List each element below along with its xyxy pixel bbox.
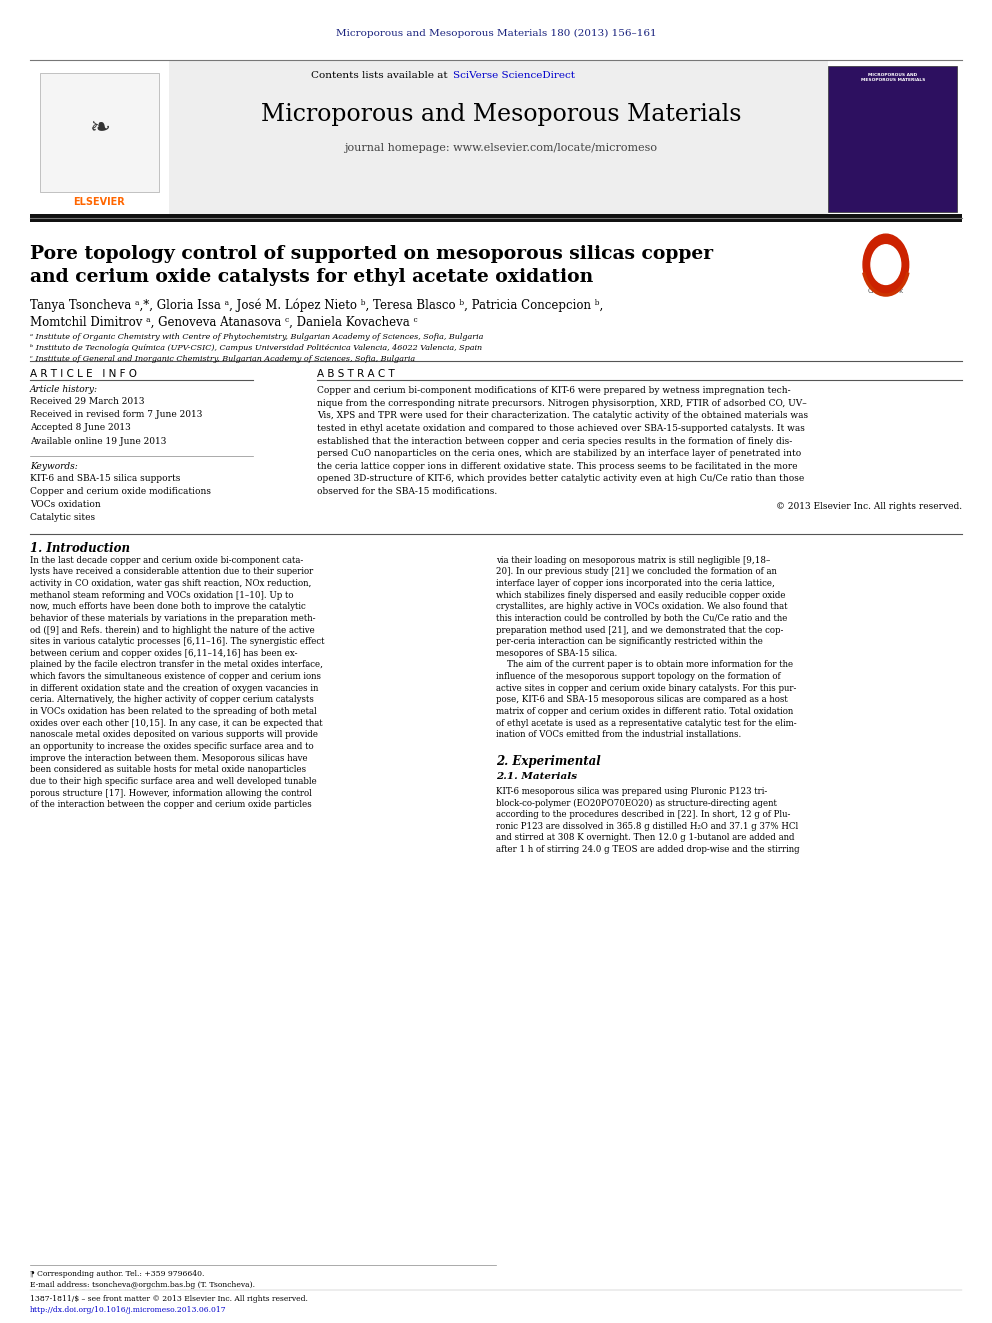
Text: ination of VOCs emitted from the industrial installations.: ination of VOCs emitted from the industr… xyxy=(496,730,741,740)
Text: ⁋ Corresponding author. Tel.: +359 9796640.: ⁋ Corresponding author. Tel.: +359 97966… xyxy=(30,1270,204,1278)
Text: KIT-6 mesoporous silica was prepared using Pluronic P123 tri-: KIT-6 mesoporous silica was prepared usi… xyxy=(496,787,767,796)
Text: sites in various catalytic processes [6,11–16]. The synergistic effect: sites in various catalytic processes [6,… xyxy=(30,638,324,646)
Text: ᵃ Institute of Organic Chemistry with Centre of Phytochemistry, Bulgarian Academ: ᵃ Institute of Organic Chemistry with Ce… xyxy=(30,333,483,341)
Text: methanol steam reforming and VOCs oxidation [1–10]. Up to: methanol steam reforming and VOCs oxidat… xyxy=(30,590,294,599)
Text: in VOCs oxidation has been related to the spreading of both metal: in VOCs oxidation has been related to th… xyxy=(30,706,316,716)
Text: persed CuO nanoparticles on the ceria ones, which are stabilized by an interface: persed CuO nanoparticles on the ceria on… xyxy=(317,448,802,458)
Text: an opportunity to increase the oxides specific surface area and to: an opportunity to increase the oxides sp… xyxy=(30,742,313,751)
Text: observed for the SBA-15 modifications.: observed for the SBA-15 modifications. xyxy=(317,487,498,496)
Text: opened 3D-structure of KIT-6, which provides better catalytic activity even at h: opened 3D-structure of KIT-6, which prov… xyxy=(317,474,805,483)
Text: Accepted 8 June 2013: Accepted 8 June 2013 xyxy=(30,423,131,433)
Text: influence of the mesoporous support topology on the formation of: influence of the mesoporous support topo… xyxy=(496,672,781,681)
Circle shape xyxy=(863,234,909,295)
Text: which favors the simultaneous existence of copper and cerium ions: which favors the simultaneous existence … xyxy=(30,672,320,681)
Text: ᶜ Institute of General and Inorganic Chemistry, Bulgarian Academy of Sciences, S: ᶜ Institute of General and Inorganic Che… xyxy=(30,355,415,363)
Text: Article history:: Article history: xyxy=(30,385,98,394)
Text: activity in CO oxidation, water gas shift reaction, NOx reduction,: activity in CO oxidation, water gas shif… xyxy=(30,579,311,587)
Text: nique from the corresponding nitrate precursors. Nitrogen physisorption, XRD, FT: nique from the corresponding nitrate pre… xyxy=(317,400,807,407)
Text: Microporous and Mesoporous Materials 180 (2013) 156–161: Microporous and Mesoporous Materials 180… xyxy=(335,29,657,38)
Text: 2. Experimental: 2. Experimental xyxy=(496,755,601,769)
Text: lysts have received a considerable attention due to their superior: lysts have received a considerable atten… xyxy=(30,568,313,577)
Bar xyxy=(30,60,169,218)
Text: tested in ethyl acetate oxidation and compared to those achieved over SBA-15-sup: tested in ethyl acetate oxidation and co… xyxy=(317,423,806,433)
Bar xyxy=(40,73,159,192)
Text: now, much efforts have been done both to improve the catalytic: now, much efforts have been done both to… xyxy=(30,602,306,611)
Text: according to the procedures described in [22]. In short, 12 g of Plu-: according to the procedures described in… xyxy=(496,810,791,819)
Text: oxides over each other [10,15]. In any case, it can be expected that: oxides over each other [10,15]. In any c… xyxy=(30,718,322,728)
Text: Contents lists available at: Contents lists available at xyxy=(311,71,451,81)
Text: Available online 19 June 2013: Available online 19 June 2013 xyxy=(30,437,166,446)
Text: journal homepage: www.elsevier.com/locate/micromeso: journal homepage: www.elsevier.com/locat… xyxy=(344,143,658,153)
Text: in different oxidation state and the creation of oxygen vacancies in: in different oxidation state and the cre… xyxy=(30,684,318,693)
Text: porous structure [17]. However, information allowing the control: porous structure [17]. However, informat… xyxy=(30,789,311,798)
Text: Copper and cerium oxide modifications: Copper and cerium oxide modifications xyxy=(30,487,210,496)
Text: this interaction could be controlled by both the Cu/Ce ratio and the: this interaction could be controlled by … xyxy=(496,614,788,623)
Text: E-mail address: tsoncheva@orgchm.bas.bg (T. Tsoncheva).: E-mail address: tsoncheva@orgchm.bas.bg … xyxy=(30,1281,255,1289)
Text: ❧: ❧ xyxy=(88,116,110,140)
Bar xyxy=(30,214,962,222)
Text: due to their high specific surface area and well developed tunable: due to their high specific surface area … xyxy=(30,777,316,786)
Text: CrossMark: CrossMark xyxy=(868,288,904,295)
Text: active sites in copper and cerium oxide binary catalysts. For this pur-: active sites in copper and cerium oxide … xyxy=(496,684,797,693)
Text: established that the interaction between copper and ceria species results in the: established that the interaction between… xyxy=(317,437,793,446)
Text: block-co-polymer (EO20PO70EO20) as structure-directing agent: block-co-polymer (EO20PO70EO20) as struc… xyxy=(496,799,777,807)
Text: 1387-1811/$ – see front matter © 2013 Elsevier Inc. All rights reserved.: 1387-1811/$ – see front matter © 2013 El… xyxy=(30,1295,308,1303)
Text: MICROPOROUS AND
MESOPOROUS MATERIALS: MICROPOROUS AND MESOPOROUS MATERIALS xyxy=(861,73,925,82)
Text: the ceria lattice copper ions in different oxidative state. This process seems t: the ceria lattice copper ions in differe… xyxy=(317,462,798,471)
Text: A B S T R A C T: A B S T R A C T xyxy=(317,369,395,380)
Text: od ([9] and Refs. therein) and to highlight the nature of the active: od ([9] and Refs. therein) and to highli… xyxy=(30,626,314,635)
Text: ronic P123 are dissolved in 365.8 g distilled H₂O and 37.1 g 37% HCl: ronic P123 are dissolved in 365.8 g dist… xyxy=(496,822,799,831)
Text: behavior of these materials by variations in the preparation meth-: behavior of these materials by variation… xyxy=(30,614,315,623)
Text: The aim of the current paper is to obtain more information for the: The aim of the current paper is to obtai… xyxy=(496,660,794,669)
Text: after 1 h of stirring 24.0 g TEOS are added drop-wise and the stirring: after 1 h of stirring 24.0 g TEOS are ad… xyxy=(496,845,800,855)
Text: between cerium and copper oxides [6,11–14,16] has been ex-: between cerium and copper oxides [6,11–1… xyxy=(30,648,298,658)
Text: preparation method used [21], and we demonstrated that the cop-: preparation method used [21], and we dem… xyxy=(496,626,784,635)
Text: KIT-6 and SBA-15 silica supports: KIT-6 and SBA-15 silica supports xyxy=(30,474,181,483)
Text: nanoscale metal oxides deposited on various supports will provide: nanoscale metal oxides deposited on vari… xyxy=(30,730,317,740)
Text: Catalytic sites: Catalytic sites xyxy=(30,513,95,523)
Text: pose, KIT-6 and SBA-15 mesoporous silicas are compared as a host: pose, KIT-6 and SBA-15 mesoporous silica… xyxy=(496,696,788,704)
Text: 2.1. Materials: 2.1. Materials xyxy=(496,773,577,782)
Text: been considered as suitable hosts for metal oxide nanoparticles: been considered as suitable hosts for me… xyxy=(30,765,306,774)
Text: via their loading on mesoporous matrix is still negligible [9,18–: via their loading on mesoporous matrix i… xyxy=(496,556,771,565)
Text: © 2013 Elsevier Inc. All rights reserved.: © 2013 Elsevier Inc. All rights reserved… xyxy=(776,501,962,511)
Circle shape xyxy=(871,245,901,284)
Text: Tanya Tsoncheva ᵃ,*, Gloria Issa ᵃ, José M. López Nieto ᵇ, Teresa Blasco ᵇ, Patr: Tanya Tsoncheva ᵃ,*, Gloria Issa ᵃ, José… xyxy=(30,299,603,312)
Text: matrix of copper and cerium oxides in different ratio. Total oxidation: matrix of copper and cerium oxides in di… xyxy=(496,706,794,716)
Text: of ethyl acetate is used as a representative catalytic test for the elim-: of ethyl acetate is used as a representa… xyxy=(496,718,797,728)
Text: which stabilizes finely dispersed and easily reducible copper oxide: which stabilizes finely dispersed and ea… xyxy=(496,590,786,599)
Text: http://dx.doi.org/10.1016/j.micromeso.2013.06.017: http://dx.doi.org/10.1016/j.micromeso.20… xyxy=(30,1306,226,1314)
Text: Received 29 March 2013: Received 29 March 2013 xyxy=(30,397,144,406)
Text: Microporous and Mesoporous Materials: Microporous and Mesoporous Materials xyxy=(261,103,741,126)
Text: 20]. In our previous study [21] we concluded the formation of an: 20]. In our previous study [21] we concl… xyxy=(496,568,777,577)
Text: of the interaction between the copper and cerium oxide particles: of the interaction between the copper an… xyxy=(30,800,311,810)
Text: ceria. Alternatively, the higher activity of copper cerium catalysts: ceria. Alternatively, the higher activit… xyxy=(30,696,313,704)
Text: Momtchil Dimitrov ᵃ, Genoveva Atanasova ᶜ, Daniela Kovacheva ᶜ: Momtchil Dimitrov ᵃ, Genoveva Atanasova … xyxy=(30,316,418,329)
Text: interface layer of copper ions incorporated into the ceria lattice,: interface layer of copper ions incorpora… xyxy=(496,579,775,587)
Text: SciVerse ScienceDirect: SciVerse ScienceDirect xyxy=(453,71,575,81)
Text: crystallites, are highly active in VOCs oxidation. We also found that: crystallites, are highly active in VOCs … xyxy=(496,602,788,611)
Text: mesopores of SBA-15 silica.: mesopores of SBA-15 silica. xyxy=(496,648,617,658)
Text: per-ceria interaction can be significantly restricted within the: per-ceria interaction can be significant… xyxy=(496,638,763,646)
Text: and stirred at 308 K overnight. Then 12.0 g 1-butanol are added and: and stirred at 308 K overnight. Then 12.… xyxy=(496,833,795,843)
Text: plained by the facile electron transfer in the metal oxides interface,: plained by the facile electron transfer … xyxy=(30,660,322,669)
Text: ELSEVIER: ELSEVIER xyxy=(73,197,125,208)
Text: A R T I C L E   I N F O: A R T I C L E I N F O xyxy=(30,369,137,380)
Text: ᵇ Instituto de Tecnología Química (UPV-CSIC), Campus Universidad Politécnica Val: ᵇ Instituto de Tecnología Química (UPV-C… xyxy=(30,344,482,352)
Text: improve the interaction between them. Mesoporous silicas have: improve the interaction between them. Me… xyxy=(30,754,308,762)
Text: Vis, XPS and TPR were used for their characterization. The catalytic activity of: Vis, XPS and TPR were used for their cha… xyxy=(317,411,808,421)
Text: In the last decade copper and cerium oxide bi-component cata-: In the last decade copper and cerium oxi… xyxy=(30,556,303,565)
Text: Pore topology control of supported on mesoporous silicas copper
and cerium oxide: Pore topology control of supported on me… xyxy=(30,245,713,286)
Text: Copper and cerium bi-component modifications of KIT-6 were prepared by wetness i: Copper and cerium bi-component modificat… xyxy=(317,386,791,396)
Text: Keywords:: Keywords: xyxy=(30,462,77,471)
Text: Received in revised form 7 June 2013: Received in revised form 7 June 2013 xyxy=(30,410,202,419)
Bar xyxy=(828,66,957,212)
Text: VOCs oxidation: VOCs oxidation xyxy=(30,500,100,509)
Bar xyxy=(169,60,828,218)
Text: 1. Introduction: 1. Introduction xyxy=(30,542,130,556)
